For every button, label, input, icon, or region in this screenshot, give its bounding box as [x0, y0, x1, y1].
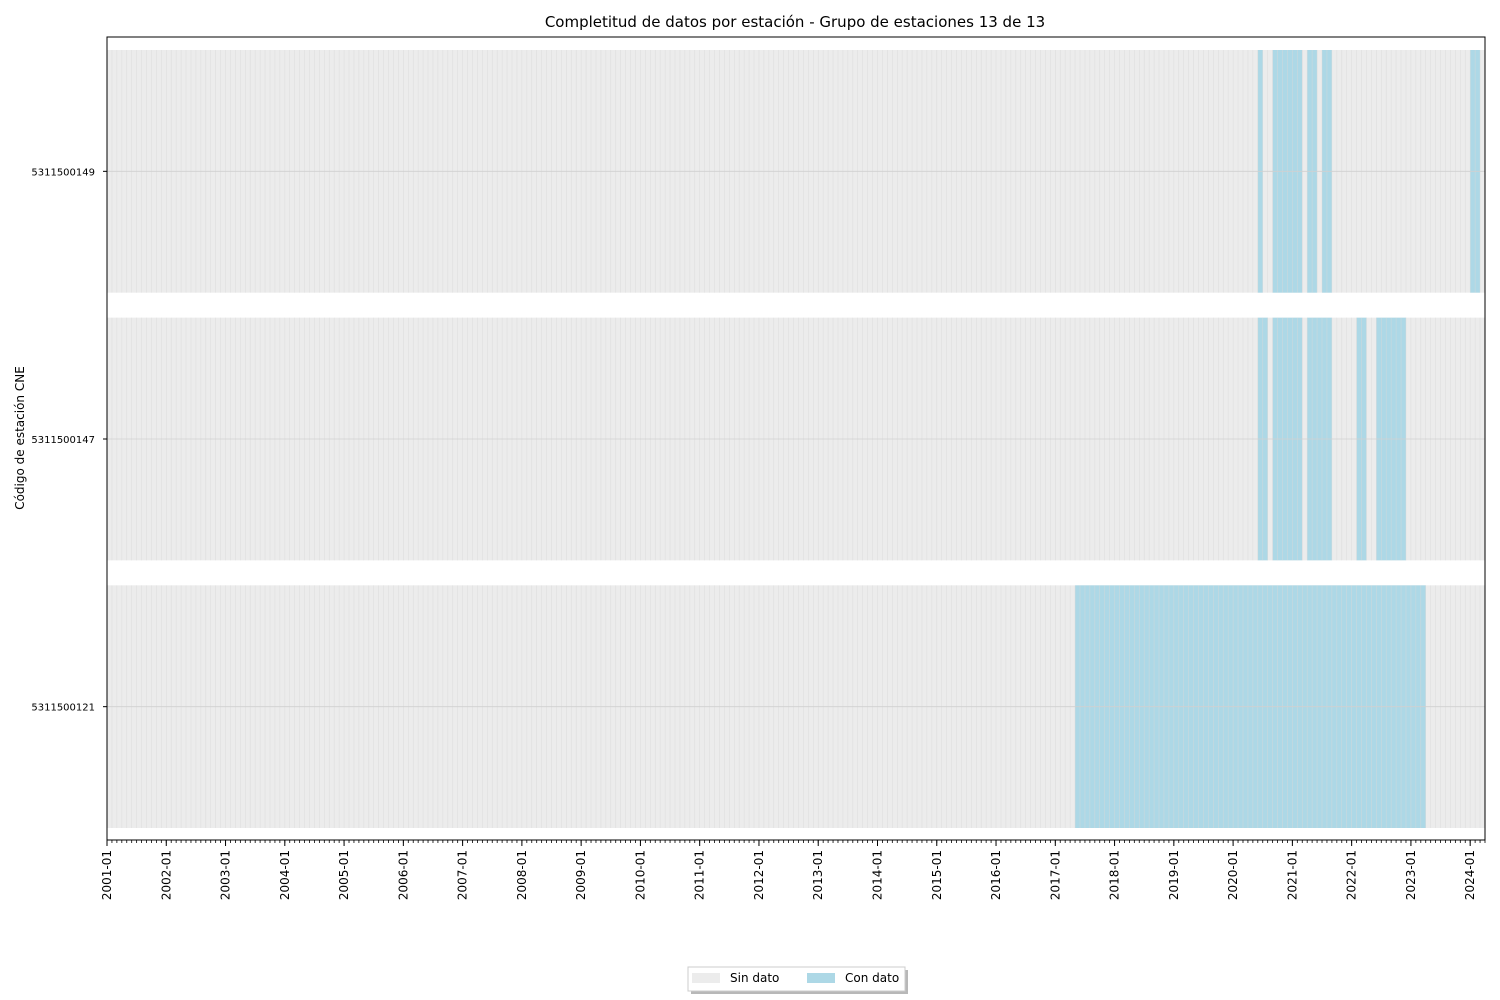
x-tick-label: 2022-01 [1345, 850, 1359, 900]
x-tick-label: 2015-01 [930, 850, 944, 900]
x-tick-label: 2008-01 [515, 850, 529, 900]
x-tick-label: 2013-01 [811, 850, 825, 900]
x-tick-label: 2007-01 [456, 850, 470, 900]
x-tick-label: 2012-01 [752, 850, 766, 900]
x-tick-label: 2002-01 [159, 850, 173, 900]
y-tick-label: 5311500149 [31, 167, 95, 178]
x-tick-label: 2001-01 [100, 850, 114, 900]
legend-label: Con dato [845, 971, 899, 985]
x-tick-label: 2024-01 [1463, 850, 1477, 900]
x-tick-label: 2016-01 [989, 850, 1003, 900]
chart-title: Completitud de datos por estación - Grup… [545, 13, 1045, 31]
plot-frame [106, 36, 1486, 841]
x-tick-label: 2006-01 [396, 850, 410, 900]
x-tick-label: 2020-01 [1226, 850, 1240, 900]
legend-swatch [807, 973, 835, 983]
legend-label: Sin dato [730, 971, 779, 985]
y-tick-label: 5311500121 [31, 703, 95, 714]
x-tick-label: 2011-01 [693, 850, 707, 900]
x-tick-label: 2005-01 [337, 850, 351, 900]
x-tick-label: 2018-01 [1108, 850, 1122, 900]
x-tick-label: 2009-01 [574, 850, 588, 900]
x-tick-label: 2017-01 [1048, 850, 1062, 900]
plot-area [106, 50, 1486, 828]
x-tick-label: 2004-01 [278, 850, 292, 900]
axes: 5311500149 5311500147 5311500121 2001-01 200… [31, 36, 1486, 900]
x-tick-label: 2003-01 [219, 850, 233, 900]
legend-box [687, 966, 906, 992]
x-tick-label: 2021-01 [1285, 850, 1299, 900]
y-tick-label: 5311500147 [31, 435, 95, 446]
legend: Sin dato Con dato [687, 966, 908, 994]
x-tick-label: 2014-01 [870, 850, 884, 900]
y-axis-label: Código de estación CNE [13, 366, 27, 510]
station-row-5311500149 [106, 50, 1486, 293]
station-row-5311500121 [106, 585, 1486, 828]
x-tick-label: 2019-01 [1167, 850, 1181, 900]
station-row-5311500147 [106, 317, 1486, 561]
legend-swatch [692, 973, 720, 983]
x-tick-label: 2023-01 [1404, 850, 1418, 900]
x-tick-label: 2010-01 [633, 850, 647, 900]
